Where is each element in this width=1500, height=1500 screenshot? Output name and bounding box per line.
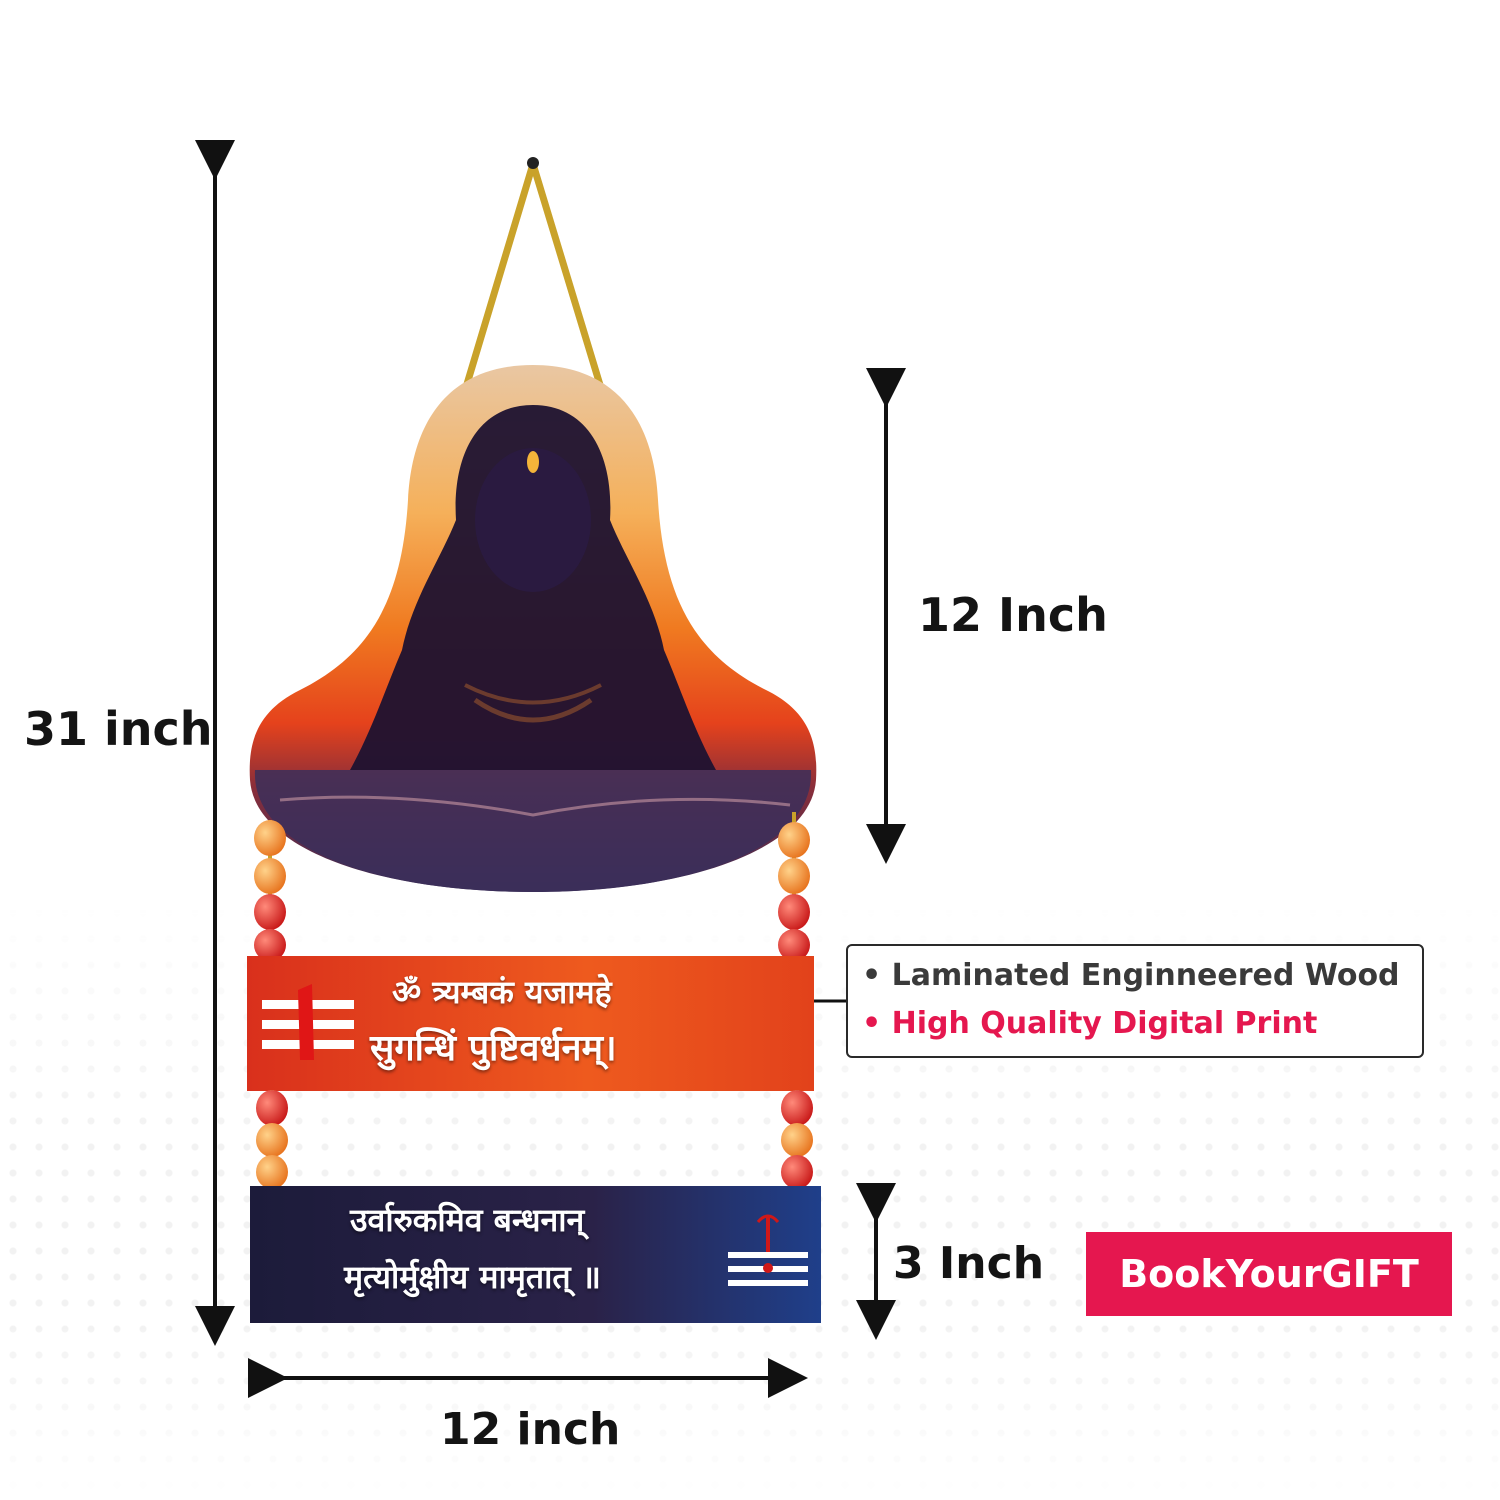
bullet-icon: • [862, 958, 892, 993]
bead-string-right-bottom [781, 1090, 813, 1189]
tilak-symbol-dark [728, 1214, 808, 1286]
mantra-line-3: उर्वारुकमिव बन्धनान् [350, 1201, 585, 1239]
bead-string-left-top [254, 820, 286, 961]
feature-item-2: • High Quality Digital Print [862, 1006, 1317, 1041]
feature-text-1: Laminated Enginneered Wood [891, 958, 1400, 993]
mantra-line-1: ॐ त्र्यम्बकं यजामहे [392, 973, 612, 1011]
mantra-line-4: मृत्योर्मुक्षीय मामृतात् ॥ [344, 1258, 601, 1296]
features-callout: • Laminated Enginneered Wood • High Qual… [846, 944, 1424, 1058]
feature-item-1: • Laminated Enginneered Wood [862, 958, 1400, 993]
bead-string-right-top [778, 812, 810, 961]
bottom-height-label: 3 Inch [893, 1238, 1045, 1289]
total-height-label: 31 inch [24, 702, 213, 756]
bead-string-left-bottom [256, 1090, 288, 1189]
adiyogi-figure [350, 405, 716, 770]
bullet-icon: • [862, 1006, 892, 1041]
brand-name: BookYourGIFT [1119, 1252, 1419, 1296]
top-height-label: 12 Inch [918, 588, 1108, 642]
tilak-symbol-orange [262, 984, 354, 1060]
brand-logo: BookYourGIFT [1086, 1232, 1452, 1316]
width-label: 12 inch [440, 1404, 621, 1455]
sign-dark [250, 1186, 821, 1323]
feature-text-2: High Quality Digital Print [891, 1006, 1318, 1041]
water [254, 770, 812, 892]
mantra-line-2: सुगन्धिं पुष्टिवर्धनम्। [370, 1027, 617, 1069]
